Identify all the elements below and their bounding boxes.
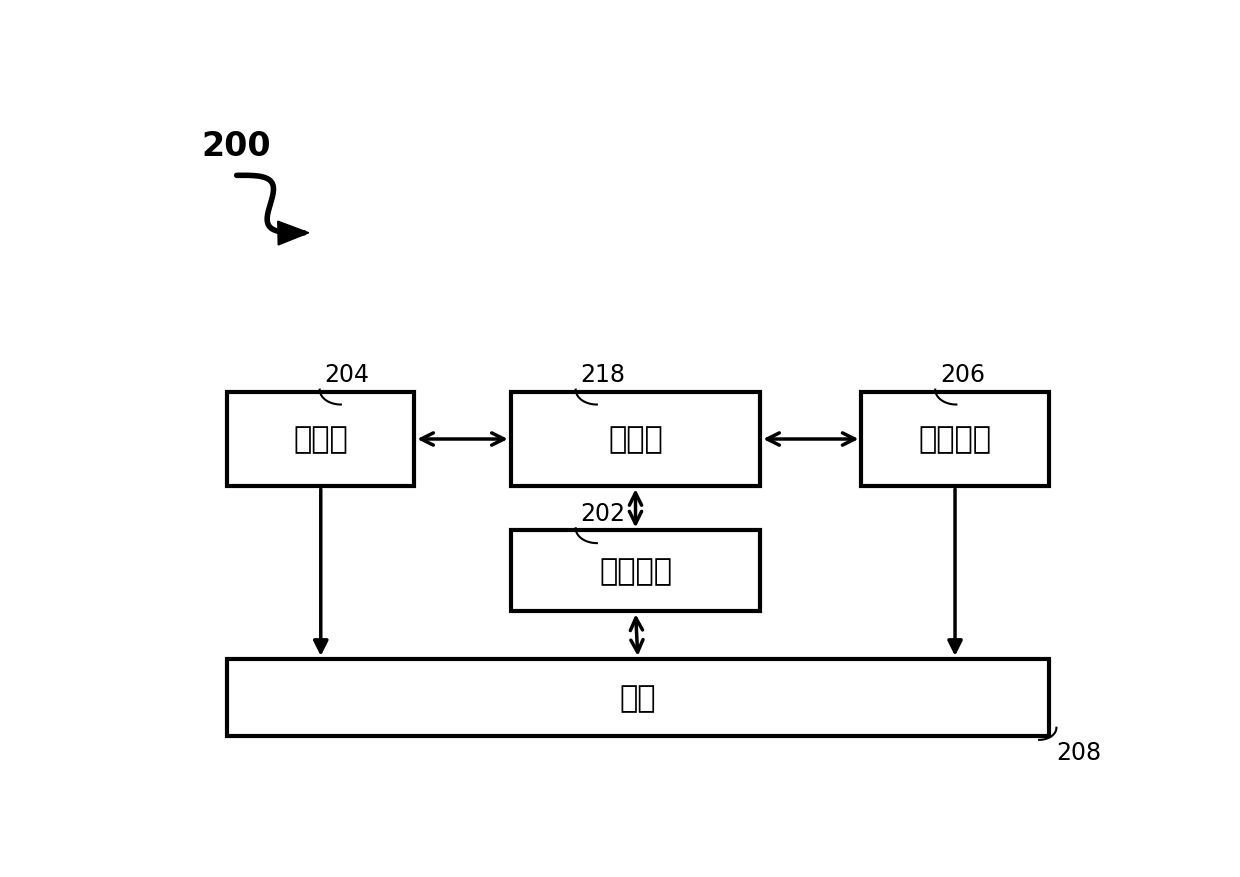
Bar [862, 392, 1049, 487]
Text: 208: 208 [1056, 740, 1101, 764]
Text: 切换板: 切换板 [608, 425, 663, 454]
Polygon shape [278, 222, 309, 246]
Text: 200: 200 [201, 130, 270, 162]
Text: 电池: 电池 [620, 683, 656, 712]
Bar [511, 392, 760, 487]
Text: 218: 218 [580, 363, 625, 387]
Text: 控制单元: 控制单元 [599, 557, 672, 586]
Bar [227, 659, 1049, 737]
Bar [227, 392, 414, 487]
Text: 充电器: 充电器 [294, 425, 348, 454]
Text: 放电单元: 放电单元 [919, 425, 992, 454]
Bar [511, 531, 760, 612]
Text: 206: 206 [940, 363, 985, 387]
Text: 202: 202 [580, 502, 625, 525]
Text: 204: 204 [325, 363, 370, 387]
